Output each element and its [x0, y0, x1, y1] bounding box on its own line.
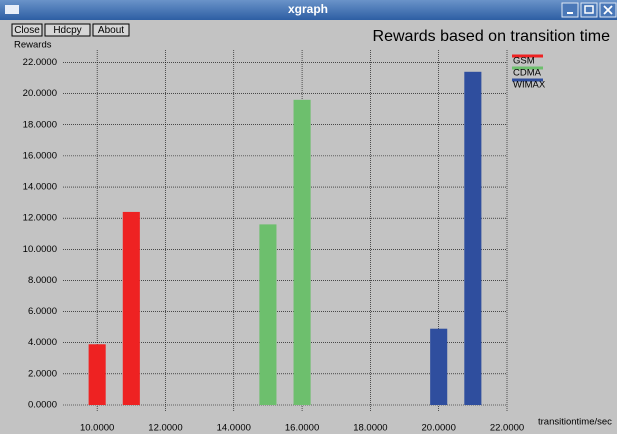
bar [430, 328, 448, 405]
button[interactable] [11, 23, 43, 37]
y-tick-label: 20.0000 [23, 88, 57, 99]
button-label: Hdcpy [53, 25, 81, 36]
y-tick-label: 2.0000 [28, 368, 57, 379]
x-tick-label: 18.0000 [353, 423, 387, 434]
window-menu-icon[interactable] [5, 5, 19, 14]
x-axis-label: transitiontime/sec [538, 417, 612, 428]
legend-label: WIMAX [513, 80, 546, 91]
x-tick-label: 10.0000 [80, 423, 114, 434]
button-row: Close Hdcpy About [11, 23, 130, 37]
maximize-button[interactable] [580, 2, 598, 18]
button-label: About [98, 25, 124, 36]
y-axis-label: Rewards [14, 40, 52, 51]
x-tick-label: 16.0000 [285, 423, 319, 434]
bar [122, 211, 140, 405]
x-tick-label: 14.0000 [217, 423, 251, 434]
y-tick-label: 16.0000 [23, 150, 57, 161]
close-icon [603, 5, 613, 15]
maximize-icon [584, 5, 594, 14]
legend-label: GSM [513, 56, 535, 67]
y-tick-label: 14.0000 [23, 182, 57, 193]
y-tick-label: 22.0000 [23, 57, 57, 68]
y-tick-label: 10.0000 [23, 244, 57, 255]
bar [293, 99, 311, 406]
y-tick-label: 6.0000 [28, 306, 57, 317]
y-tick-label: 18.0000 [23, 119, 57, 130]
x-tick-label: 22.0000 [490, 423, 524, 434]
title-bar [0, 0, 617, 20]
bar [259, 224, 277, 405]
button-label: Close [14, 25, 40, 36]
legend-label: CDMA [513, 68, 542, 79]
button[interactable] [44, 23, 91, 37]
x-tick-label: 20.0000 [422, 423, 456, 434]
y-tick-label: 4.0000 [28, 337, 57, 348]
chart-title: Rewards based on transition time [373, 28, 611, 45]
button[interactable] [92, 23, 130, 37]
y-tick-label: 12.0000 [23, 213, 57, 224]
y-tick-label: 8.0000 [28, 275, 57, 286]
window-title: xgraph [288, 2, 328, 16]
minimize-icon [567, 12, 573, 14]
x-tick-label: 12.0000 [148, 423, 182, 434]
bar [464, 71, 482, 405]
minimize-button[interactable] [561, 2, 579, 18]
bar [88, 344, 106, 405]
y-tick-label: 0.0000 [28, 400, 57, 411]
